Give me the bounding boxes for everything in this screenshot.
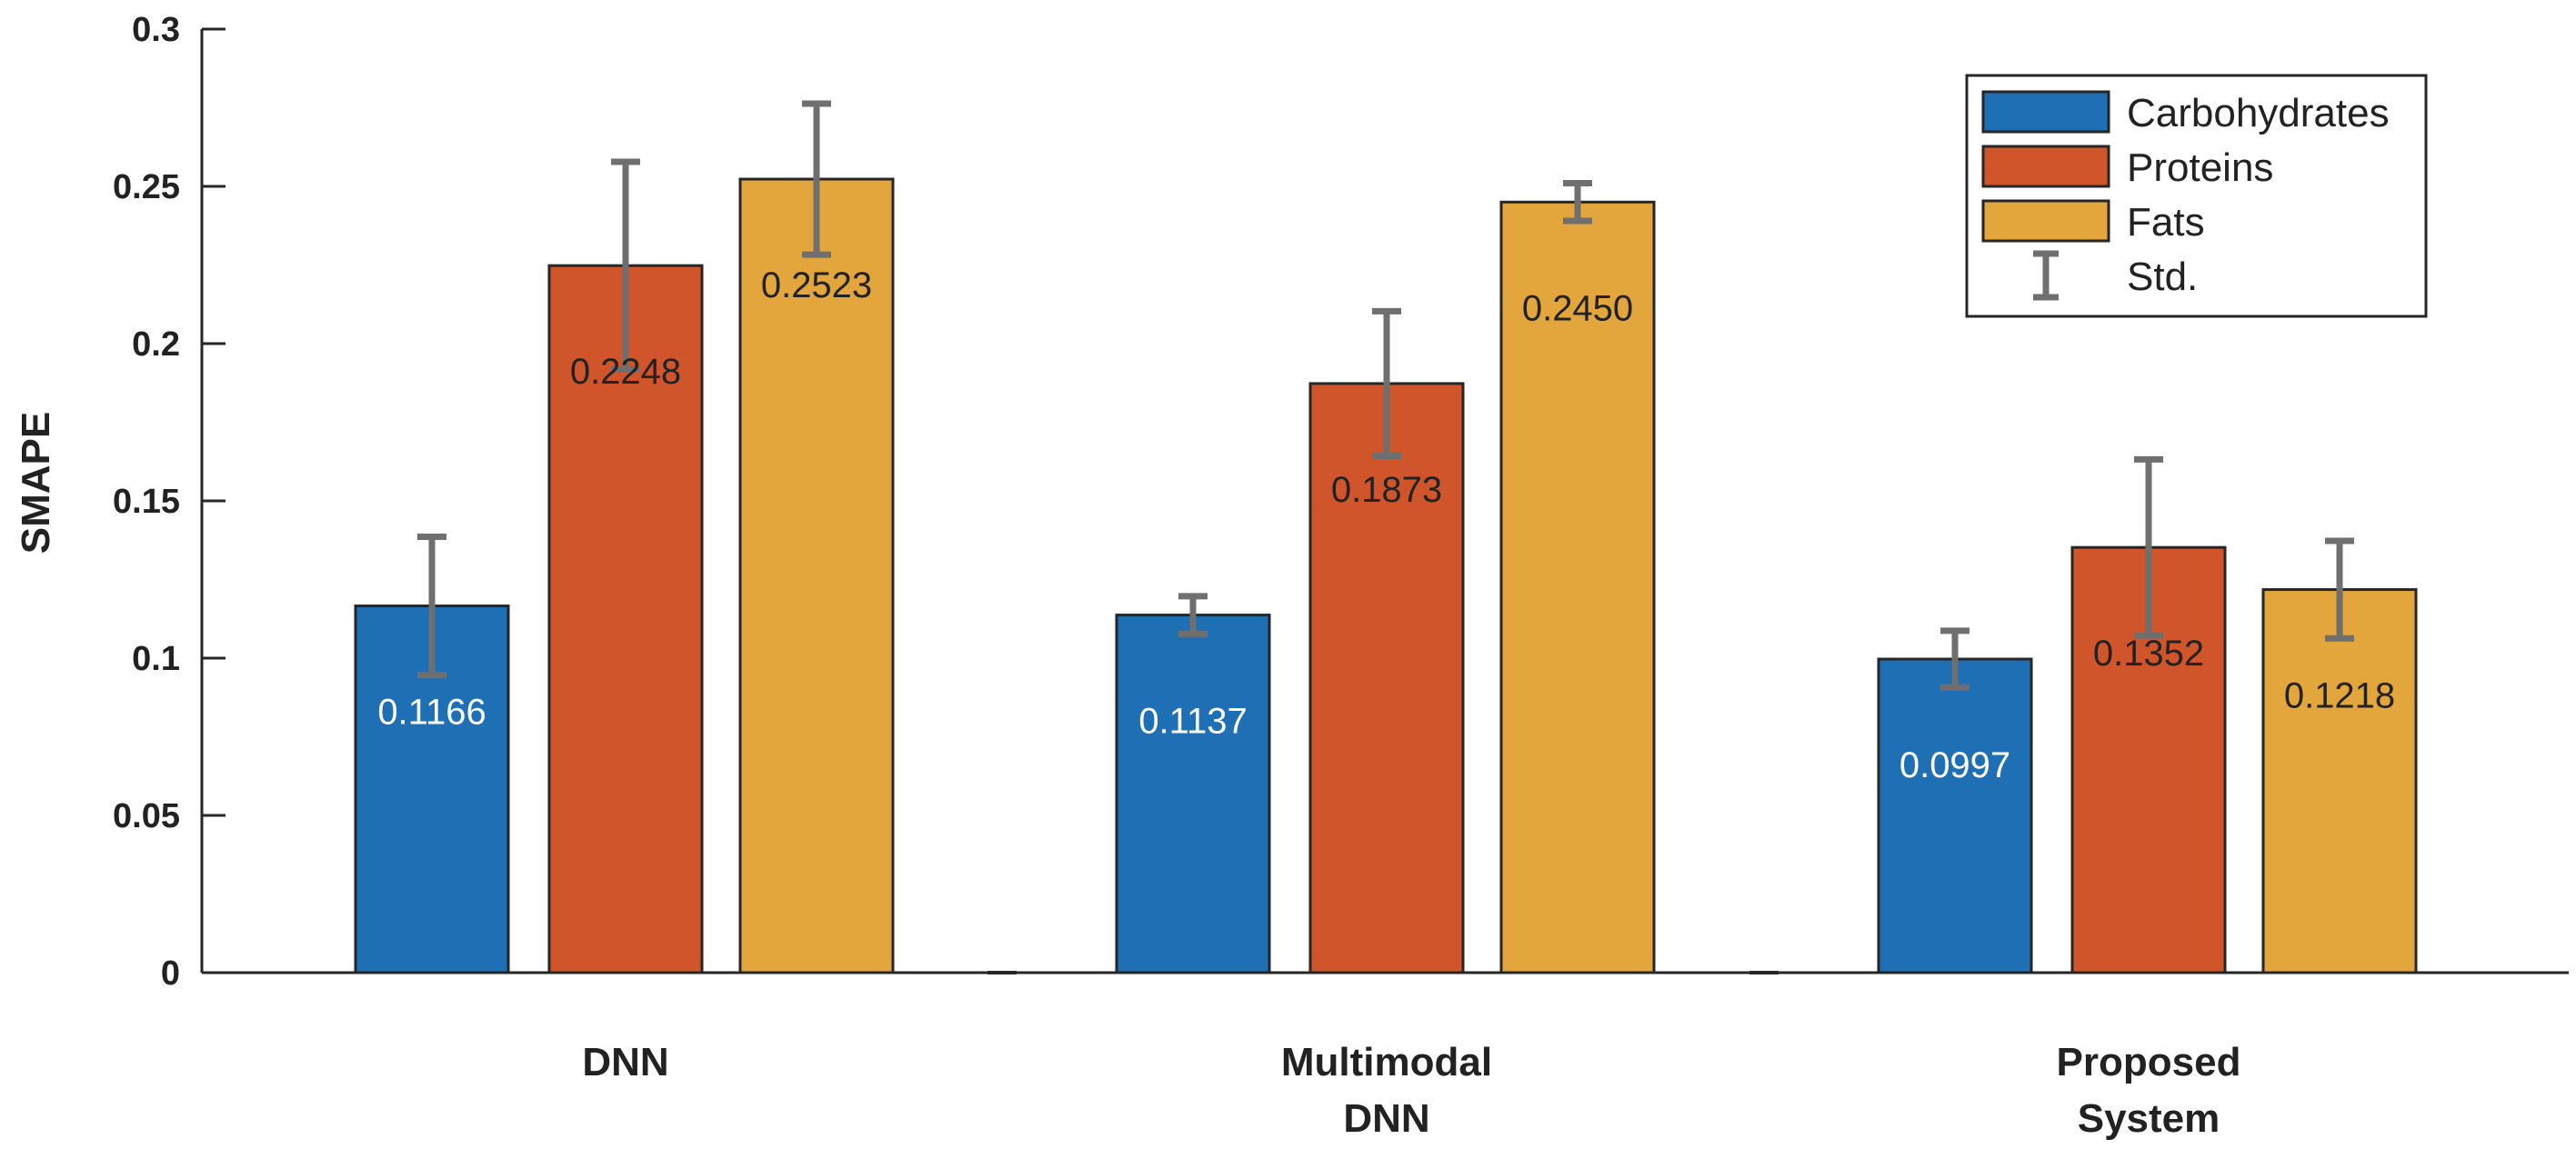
bar-fats-1: [738, 177, 895, 974]
y-tick-label: 0.25: [113, 168, 180, 206]
y-tick-label: 0.05: [113, 797, 180, 835]
data-label: 0.1873: [1331, 470, 1442, 510]
legend-label: Carbohydrates: [2127, 91, 2390, 135]
legend-swatch: [1981, 90, 2110, 134]
category-label: DNN: [582, 1040, 668, 1084]
bar-carbohydrates-2: [1115, 614, 1271, 974]
data-label: 0.2248: [570, 352, 681, 392]
labels: 0.1166 0.1137 0.0997 0.2248 0.1873 0.1352 0.25…: [377, 265, 2395, 1141]
axes: 0 0.05 0.1 0.15 0.2 0.25 0.3 SMAPE: [14, 11, 2569, 993]
bar-proteins-1: [547, 264, 704, 974]
legend-label: Proteins: [2127, 145, 2273, 190]
category-label: DNN: [1343, 1096, 1429, 1141]
legend-label: Std.: [2127, 255, 2198, 299]
data-label: 0.2450: [1522, 288, 1633, 328]
category-label: Multimodal: [1281, 1040, 1492, 1084]
y-tick-label: 0: [161, 954, 180, 993]
data-label: 0.1137: [1138, 702, 1247, 742]
category-label: Proposed: [2057, 1040, 2241, 1084]
legend-label: Fats: [2127, 200, 2205, 245]
y-tick-label: 0.1: [132, 640, 180, 678]
legend-swatch: [1981, 145, 2110, 188]
category-label: System: [2078, 1096, 2220, 1141]
data-label: 0.2523: [761, 265, 872, 305]
data-label: 0.1218: [2284, 676, 2395, 716]
bar-fats-3: [2261, 588, 2418, 974]
y-tick-label: 0.2: [132, 325, 180, 364]
bars: [354, 100, 2418, 974]
bar-carbohydrates-3: [1877, 657, 2033, 974]
legend: Carbohydrates Proteins Fats Std.: [1965, 74, 2428, 318]
data-label: 0.1166: [377, 693, 486, 733]
data-label: 0.0997: [1899, 745, 2010, 785]
legend-swatch: [1981, 199, 2110, 243]
y-axis-label: SMAPE: [14, 412, 58, 554]
bar-proteins-2: [1308, 382, 1465, 974]
y-tick-label: 0.15: [113, 483, 180, 521]
y-tick-label: 0.3: [132, 11, 180, 49]
bar-fats-2: [1499, 200, 1656, 974]
data-label: 0.1352: [2093, 634, 2204, 674]
